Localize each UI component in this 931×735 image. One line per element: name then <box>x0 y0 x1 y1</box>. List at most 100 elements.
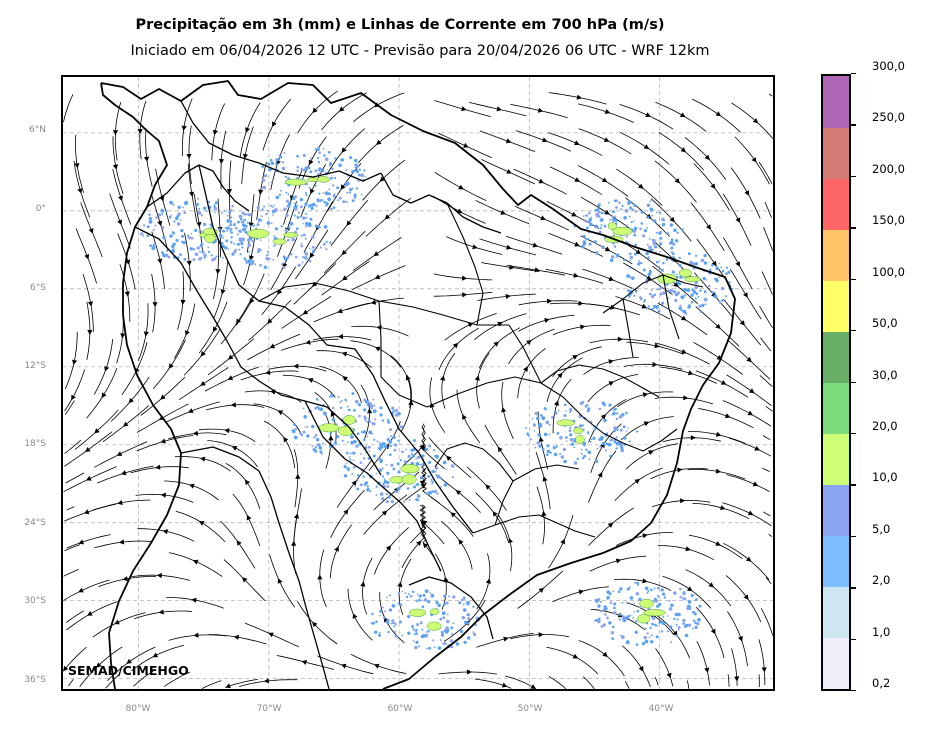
streamline <box>624 681 630 689</box>
streamline-arrow <box>604 209 610 215</box>
precip-dot <box>364 175 367 178</box>
precip-dot <box>158 213 162 217</box>
precip-heavy-core <box>272 238 287 245</box>
streamline-arrow <box>86 475 92 481</box>
precip-dot <box>334 157 337 160</box>
streamline <box>662 575 712 609</box>
precip-dot <box>646 632 649 635</box>
precip-dot <box>213 206 218 211</box>
streamline-arrow <box>580 324 586 330</box>
precip-dot <box>352 459 355 462</box>
precip-dot <box>636 609 639 613</box>
precip-dot <box>675 623 678 626</box>
precip-dot <box>598 407 602 411</box>
precip-dot <box>390 622 393 625</box>
precip-dot <box>257 218 260 221</box>
precip-dot <box>312 202 316 207</box>
streamline-arrow <box>94 428 100 434</box>
precip-dot <box>183 257 187 261</box>
lon-label-40w: 40°W <box>648 704 674 714</box>
streamline <box>438 327 479 371</box>
precip-dot <box>348 456 351 458</box>
precip-dot <box>441 611 446 615</box>
precip-dot <box>310 206 314 210</box>
precip-dot <box>397 439 400 442</box>
precip-dot <box>569 407 573 412</box>
precip-heavy-core <box>247 228 270 239</box>
political-borders <box>100 80 736 689</box>
streamline-arrow <box>455 490 462 496</box>
precip-dot <box>283 257 288 261</box>
precip-dot <box>629 614 632 617</box>
streamline-arrow <box>500 209 506 215</box>
streamline-arrow <box>576 94 582 100</box>
colorbar-tick <box>851 381 856 383</box>
streamline-arrow <box>735 261 740 267</box>
precip-heavy-core <box>556 419 575 427</box>
streamline-arrow <box>666 672 672 679</box>
precip-dot <box>701 303 705 307</box>
border-guianas <box>380 172 502 234</box>
precip-dot <box>325 240 328 243</box>
precip-heavy-core <box>657 273 678 284</box>
colorbar-tick <box>851 690 856 692</box>
precip-dot <box>659 230 663 234</box>
precip-dot <box>633 220 635 222</box>
colorbar-label: 30,0 <box>872 367 898 382</box>
streamline-arrow <box>128 397 134 404</box>
precip-dot <box>353 409 356 412</box>
precip-dot <box>427 630 430 633</box>
precip-dot <box>418 645 421 648</box>
precip-dot <box>587 450 591 454</box>
precip-dot <box>396 462 400 466</box>
precip-cluster <box>626 251 734 315</box>
precip-dot <box>705 279 708 281</box>
precip-dot <box>659 242 663 246</box>
precip-dot <box>725 266 729 269</box>
precip-dot <box>694 621 697 624</box>
streamline-arrow <box>461 106 467 112</box>
precip-dot <box>301 261 304 264</box>
precip-dot <box>225 230 228 233</box>
precip-dot <box>345 462 348 465</box>
streamline-arrow <box>572 355 578 360</box>
precip-dot <box>198 207 201 210</box>
precip-dot <box>458 601 462 605</box>
precip-dot <box>629 259 632 262</box>
continent-coastline <box>100 80 736 689</box>
precip-dot <box>308 186 311 189</box>
precip-dot <box>636 430 639 433</box>
precip-dot <box>322 192 325 194</box>
precip-dot <box>344 200 347 203</box>
streamline <box>760 337 772 352</box>
precip-dot <box>338 196 342 200</box>
precip-dot <box>207 250 210 253</box>
precip-dot <box>257 250 260 254</box>
streamline <box>163 671 190 687</box>
precip-dot <box>349 452 352 455</box>
streamline <box>269 554 296 608</box>
precip-dot <box>316 198 319 201</box>
precip-dot <box>584 219 587 222</box>
precip-dot <box>341 439 344 442</box>
precip-dot <box>226 214 229 217</box>
precip-dot <box>645 307 649 310</box>
streamline-arrow <box>450 512 456 518</box>
precip-dot <box>647 216 650 219</box>
streamline <box>164 480 219 501</box>
precip-dot <box>201 250 205 254</box>
streamline-arrow <box>466 669 472 675</box>
precip-dot <box>275 158 279 162</box>
streamline-arrow <box>646 275 652 281</box>
precip-dot <box>421 454 425 458</box>
precip-dot <box>613 245 617 248</box>
precip-dot <box>672 242 676 246</box>
precip-dot <box>247 212 251 217</box>
precip-dot <box>203 256 206 259</box>
precip-dot <box>668 599 671 602</box>
precip-dot <box>262 178 266 182</box>
precip-dot <box>537 417 540 419</box>
streamline-arrow <box>597 471 603 478</box>
precip-dot <box>607 201 610 204</box>
streamline-arrow <box>370 299 377 305</box>
